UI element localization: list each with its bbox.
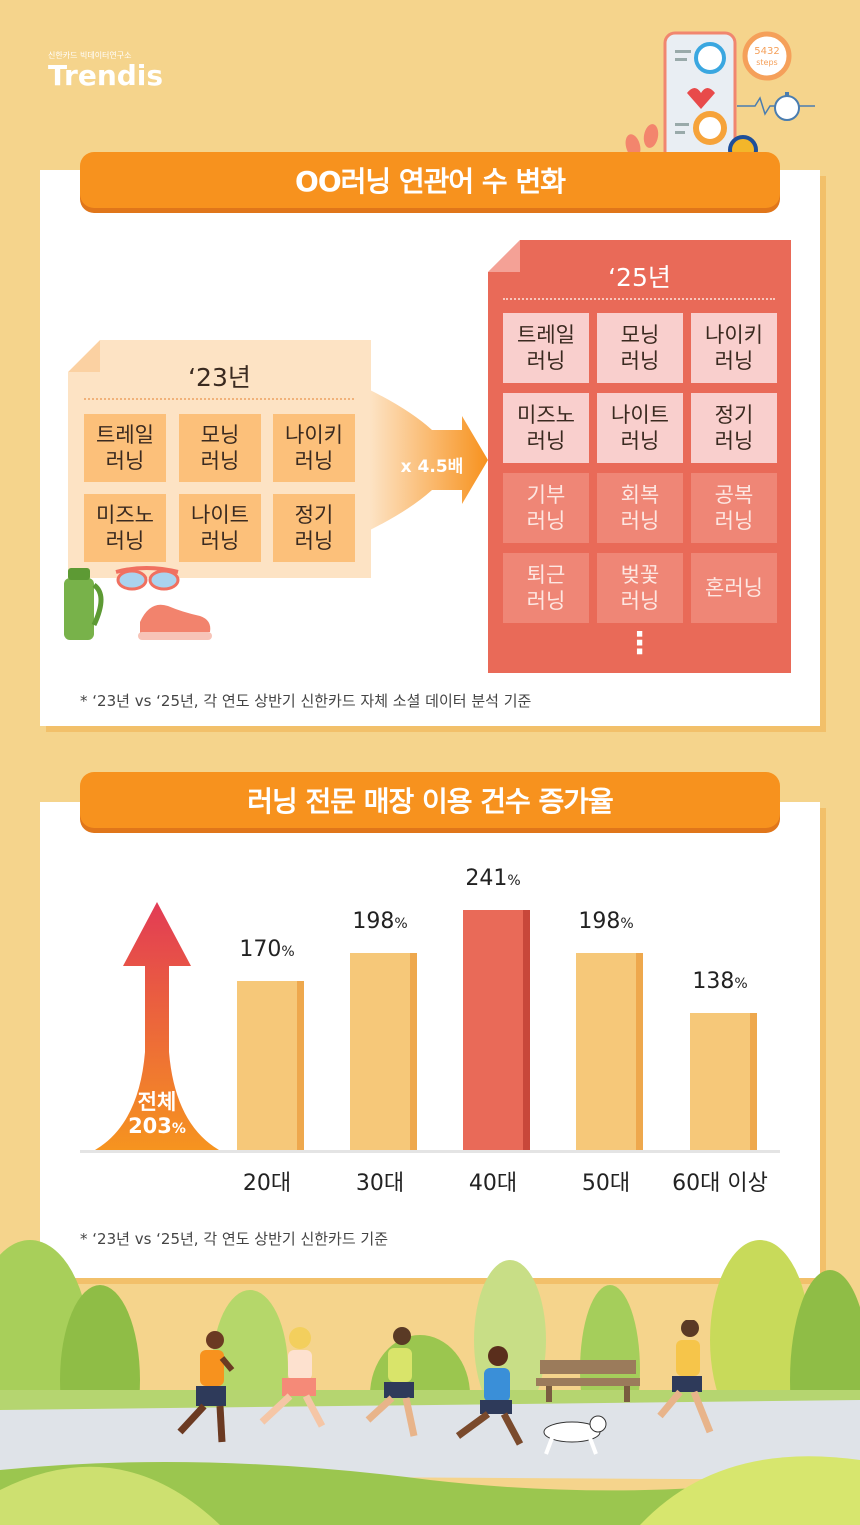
keyword-2025-2: 모닝 러닝 (597, 313, 683, 383)
bar-value-unit: % (507, 873, 521, 889)
bar-side (636, 953, 643, 1150)
bench-icon (536, 1360, 640, 1402)
water-bottle-icon (64, 568, 104, 640)
bar-value: 198 (352, 909, 395, 934)
keyword-2025-new-5: 벚꽃 러닝 (597, 553, 683, 623)
bar-value-unit: % (620, 916, 634, 932)
bar-value-label: 198% (325, 909, 435, 934)
keyword-2025-6: 정기 러닝 (691, 393, 777, 463)
chart-x-axis: 20대 30대 40대 50대 60대 이상 (80, 1165, 780, 1205)
bar-1 (237, 981, 304, 1150)
keyword-2025-new-6: 혼러닝 (691, 553, 777, 623)
keyword-2025-4: 미즈노 러닝 (503, 393, 589, 463)
phone-icon (663, 31, 737, 165)
runner-yellow-shirt-icon (365, 1327, 418, 1437)
bar-value-unit: % (734, 976, 748, 992)
keyword-2023-2: 모닝 러닝 (179, 414, 261, 482)
x-tick-label: 60대 이상 (672, 1171, 768, 1196)
keyword-2025-1: 트레일 러닝 (503, 313, 589, 383)
panel-2023-fold (68, 340, 100, 372)
keyword-2025-5: 나이트 러닝 (597, 393, 683, 463)
bar-4 (576, 953, 643, 1150)
runner-bearded-icon (657, 1320, 714, 1434)
panel-2025-fold (488, 240, 520, 272)
bar-side (523, 910, 530, 1150)
sunglasses-icon (115, 566, 180, 591)
bar-5 (690, 1013, 757, 1150)
bar-value-label: 241% (438, 866, 548, 891)
bar-value-label: 198% (551, 909, 661, 934)
overall-growth-arrow (95, 902, 219, 1150)
panel-2023-year: ‘23년 (188, 363, 251, 392)
footprints-icon (625, 124, 659, 158)
bar-side (297, 981, 304, 1150)
logo-name: Trendis (48, 59, 164, 92)
x-tick-label: 20대 (242, 1171, 292, 1196)
running-gear-illustration (64, 566, 212, 640)
stopwatch-icon (737, 92, 815, 121)
panel-2023-divider (84, 398, 354, 400)
bar-side (410, 953, 417, 1150)
panel-2025-year: ‘25년 (608, 263, 671, 292)
park-running-scene (0, 1240, 860, 1525)
overall-value: 203% (95, 1114, 219, 1138)
bar-value-label: 138% (665, 969, 775, 994)
logo-subtitle: 신한카드 빅데이터연구소 (48, 51, 132, 60)
bar-side (750, 1013, 757, 1150)
bar-value: 138 (692, 969, 735, 994)
growth-bar-chart: 170% 198% 241% 198% 138% (80, 866, 780, 1150)
section2-footnote: * ‘23년 vs ‘25년, 각 연도 상반기 신한카드 기준 (80, 1230, 389, 1248)
bar-3 (463, 910, 530, 1150)
bar-value-unit: % (394, 916, 408, 932)
bar-value: 241 (465, 866, 508, 891)
steps-ring-icon: 5432 steps (742, 31, 792, 81)
section2-title: 러닝 전문 매장 이용 건수 증가율 (80, 772, 780, 828)
x-tick-label: 50대 (581, 1171, 631, 1196)
bar-2 (350, 953, 417, 1150)
bar-value: 170 (239, 937, 282, 962)
keyword-2023-3: 나이키 러닝 (273, 414, 355, 482)
keyword-2025-3: 나이키 러닝 (691, 313, 777, 383)
keyword-2023-6: 정기 러닝 (273, 494, 355, 562)
bar-value-label: 170% (212, 937, 322, 962)
multiplier-label: x 4.5배 (400, 457, 464, 477)
logo: 신한카드 빅데이터연구소 Trendis (48, 50, 163, 92)
keyword-2023-4: 미즈노 러닝 (84, 494, 166, 562)
bar-value: 198 (578, 909, 621, 934)
panel-2025-divider (503, 298, 775, 300)
keyword-2023-5: 나이트 러닝 (179, 494, 261, 562)
section1-footnote: * ‘23년 vs ‘25년, 각 연도 상반기 신한카드 자체 소셜 데이터 … (80, 692, 532, 710)
x-tick-label: 30대 (355, 1171, 405, 1196)
runner-blue-shirt-icon (455, 1346, 524, 1446)
sneaker-icon (138, 604, 212, 640)
steps-value: 5432 (754, 46, 779, 57)
keyword-2025-new-4: 퇴근 러닝 (503, 553, 589, 623)
runners-layer (177, 1320, 714, 1455)
bar-value-unit: % (281, 944, 295, 960)
keyword-2025-new-1: 기부 러닝 (503, 473, 589, 543)
running-path (0, 1400, 860, 1480)
runner-blonde-icon (259, 1327, 326, 1428)
section1-title: OO러닝 연관어 수 변화 (80, 152, 780, 208)
more-indicator: ⋮ (624, 626, 655, 661)
fitness-tracker-illustration: 5432 steps (625, 31, 815, 165)
keyword-2023-1: 트레일 러닝 (84, 414, 166, 482)
overall-label: 전체 (137, 1090, 177, 1114)
dog-icon (543, 1415, 607, 1455)
overall-number: 203 (128, 1114, 172, 1138)
keyword-2025-new-2: 회복 러닝 (597, 473, 683, 543)
increase-arrow-icon (370, 390, 488, 530)
steps-unit: steps (756, 58, 777, 67)
chart-baseline (80, 1150, 780, 1153)
runner-orange-shirt-icon (177, 1331, 235, 1443)
keyword-2025-new-3: 공복 러닝 (691, 473, 777, 543)
overall-percent-sign: % (171, 1121, 186, 1137)
x-tick-label: 40대 (468, 1171, 518, 1196)
